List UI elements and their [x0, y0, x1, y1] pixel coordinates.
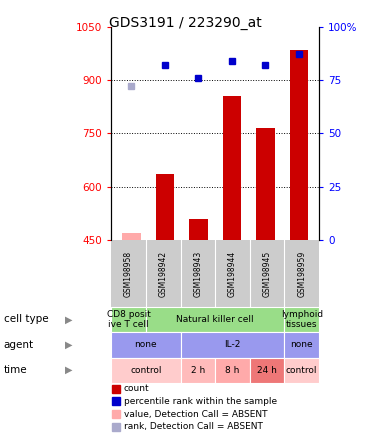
Bar	[111, 307, 146, 332]
Bar	[111, 357, 181, 383]
Text: lymphoid
tissues: lymphoid tissues	[281, 310, 323, 329]
Text: 24 h: 24 h	[257, 366, 277, 375]
Bar	[290, 50, 308, 240]
Bar	[181, 332, 285, 357]
Text: none: none	[290, 341, 313, 349]
Bar	[285, 357, 319, 383]
Bar	[250, 357, 285, 383]
Text: none: none	[135, 341, 157, 349]
Text: Natural killer cell: Natural killer cell	[176, 315, 254, 324]
Bar	[122, 233, 141, 240]
Bar	[215, 357, 250, 383]
Text: ▶: ▶	[65, 365, 72, 375]
Text: GSM198959: GSM198959	[297, 250, 306, 297]
Bar	[285, 307, 319, 332]
Text: CD8 posit
ive T cell: CD8 posit ive T cell	[107, 310, 151, 329]
Text: value, Detection Call = ABSENT: value, Detection Call = ABSENT	[124, 409, 267, 419]
Text: 2 h: 2 h	[191, 366, 205, 375]
Bar	[223, 96, 241, 240]
Text: GSM198944: GSM198944	[228, 250, 237, 297]
Bar	[181, 357, 215, 383]
Text: cell type: cell type	[4, 314, 48, 325]
Bar	[156, 174, 174, 240]
Bar	[189, 219, 208, 240]
Text: IL-2: IL-2	[224, 341, 241, 349]
Text: ▶: ▶	[65, 340, 72, 350]
Text: percentile rank within the sample: percentile rank within the sample	[124, 397, 277, 406]
Text: 8 h: 8 h	[225, 366, 240, 375]
Text: control: control	[286, 366, 318, 375]
Bar	[256, 128, 275, 240]
Text: count: count	[124, 384, 150, 393]
Text: rank, Detection Call = ABSENT: rank, Detection Call = ABSENT	[124, 422, 263, 431]
Text: GSM198942: GSM198942	[159, 250, 168, 297]
Text: GSM198958: GSM198958	[124, 250, 133, 297]
Text: control: control	[130, 366, 162, 375]
Bar	[146, 307, 285, 332]
Text: GSM198945: GSM198945	[263, 250, 272, 297]
Text: GSM198943: GSM198943	[193, 250, 202, 297]
Bar	[111, 332, 181, 357]
Text: time: time	[4, 365, 27, 375]
Text: GDS3191 / 223290_at: GDS3191 / 223290_at	[109, 16, 262, 30]
Text: agent: agent	[4, 340, 34, 350]
Text: ▶: ▶	[65, 314, 72, 325]
Bar	[285, 332, 319, 357]
